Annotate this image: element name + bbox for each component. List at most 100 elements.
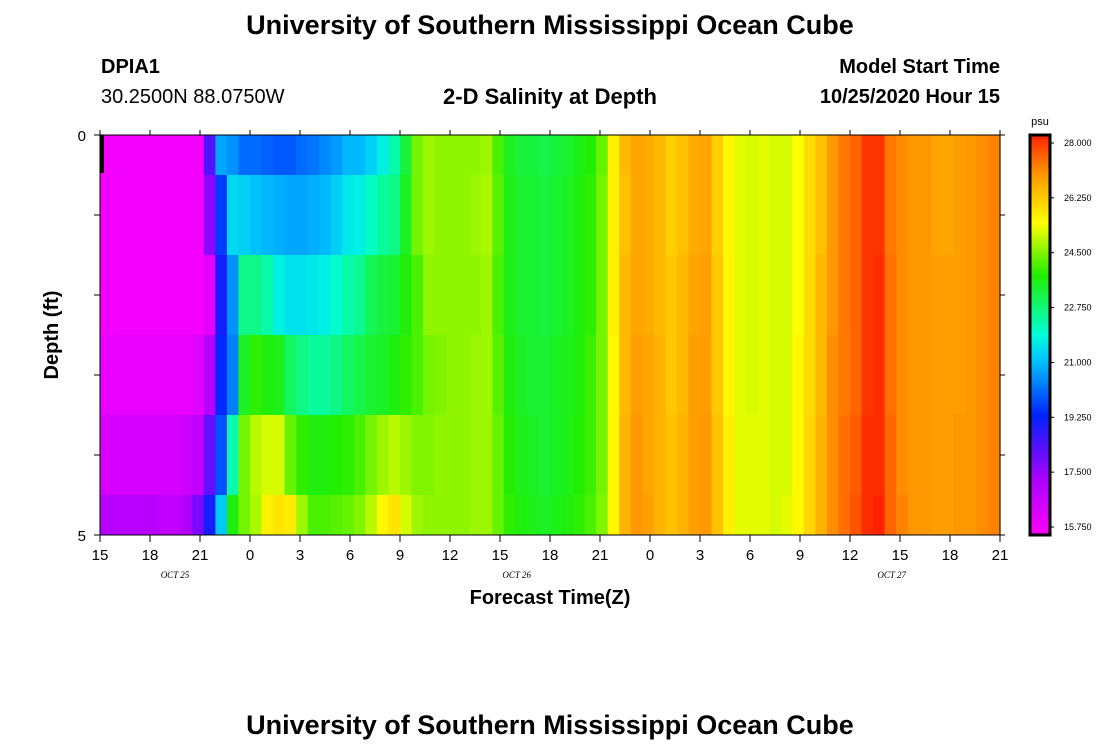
heatmap-cell: [100, 335, 113, 416]
heatmap-cell: [907, 135, 920, 176]
heatmap-cell: [653, 335, 666, 416]
heatmap-cell: [307, 335, 320, 416]
heatmap-cell: [250, 175, 263, 256]
heatmap-cell: [688, 255, 701, 336]
heatmap-cell: [365, 255, 378, 336]
heatmap-cell: [757, 255, 770, 336]
heatmap-cell: [319, 415, 332, 496]
heatmap-cell: [815, 495, 828, 536]
heatmap-cell: [515, 415, 528, 496]
heatmap-cell: [296, 135, 309, 176]
heatmap-cell: [342, 495, 355, 536]
heatmap-cell: [723, 335, 736, 416]
heatmap-cell: [319, 255, 332, 336]
x-tick-label: 0: [646, 547, 654, 564]
heatmap-cell: [573, 255, 586, 336]
heatmap-cell: [469, 255, 482, 336]
heatmap-cell: [203, 135, 216, 176]
heatmap-cell: [400, 335, 413, 416]
heatmap-cell: [226, 135, 240, 176]
heatmap-cell: [711, 415, 724, 496]
heatmap-cell: [619, 135, 632, 176]
heatmap-cell: [711, 255, 724, 336]
heatmap-cell: [676, 495, 690, 536]
heatmap-cell: [550, 335, 563, 416]
heatmap-cell: [607, 255, 620, 336]
heatmap-cell: [457, 175, 470, 256]
heatmap-cell: [838, 135, 851, 176]
heatmap-cell: [203, 255, 216, 336]
heatmap-cell: [469, 335, 482, 416]
heatmap-cell: [561, 415, 574, 496]
heatmap-cell: [134, 495, 147, 536]
heatmap-cell: [388, 495, 401, 536]
heatmap-cell: [284, 255, 297, 336]
heatmap-cell: [446, 335, 459, 416]
x-axis-label: Forecast Time(Z): [470, 587, 631, 609]
heatmap-cell: [342, 175, 355, 256]
x-tick-label: 12: [442, 547, 459, 564]
heatmap-cell: [953, 415, 966, 496]
heatmap-cell: [688, 495, 701, 536]
heatmap-cell: [780, 495, 793, 536]
heatmap-cell: [550, 255, 563, 336]
heatmap-cell: [861, 135, 874, 176]
heatmap-cell: [665, 255, 678, 336]
heatmap-cell: [434, 175, 447, 256]
heatmap-cell: [480, 335, 493, 416]
heatmap-cell: [434, 255, 447, 336]
heatmap-cell: [307, 135, 320, 176]
heatmap-cell: [584, 175, 597, 256]
heatmap-cell: [296, 335, 309, 416]
heatmap-cell: [273, 255, 286, 336]
heatmap-cell: [780, 335, 793, 416]
heatmap-cell: [550, 495, 563, 536]
heatmap-cell: [930, 175, 943, 256]
heatmap-cell: [550, 175, 563, 256]
heatmap-cell: [169, 175, 182, 256]
heatmap-cell: [180, 175, 193, 256]
heatmap-cell: [226, 335, 240, 416]
heatmap-cell: [284, 495, 297, 536]
heatmap-cell: [376, 495, 390, 536]
heatmap-cell: [861, 415, 874, 496]
heatmap-cell: [342, 415, 355, 496]
heatmap-cell: [850, 255, 863, 336]
heatmap-cell: [353, 415, 366, 496]
heatmap-cell: [284, 135, 297, 176]
heatmap-cell: [388, 135, 401, 176]
heatmap-cell: [734, 335, 747, 416]
heatmap-cell: [642, 135, 655, 176]
heatmap-cell: [353, 135, 366, 176]
heatmap-cell: [953, 175, 966, 256]
heatmap-cell: [192, 175, 205, 256]
heatmap-cell: [642, 495, 655, 536]
heatmap-cell: [653, 255, 666, 336]
heatmap-cell: [123, 335, 136, 416]
heatmap-cell: [365, 175, 378, 256]
heatmap-cell: [330, 335, 343, 416]
x-tick-label: 6: [746, 547, 754, 564]
heatmap-cell: [503, 335, 516, 416]
heatmap-cell: [100, 495, 113, 536]
heatmap-cell: [746, 335, 759, 416]
heatmap-cell: [376, 175, 390, 256]
heatmap-cell: [873, 495, 886, 536]
heatmap-cell: [342, 255, 355, 336]
heatmap-cell: [100, 175, 113, 256]
heatmap-cell: [561, 495, 574, 536]
heatmap-cell: [192, 255, 205, 336]
heatmap-cell: [400, 175, 413, 256]
heatmap-cell: [896, 255, 909, 336]
x-tick-label: 21: [192, 547, 209, 564]
heatmap-cell: [734, 135, 747, 176]
heatmap-cell: [988, 335, 1001, 416]
date-label: OCT 26: [502, 570, 531, 580]
heatmap-cell: [423, 495, 436, 536]
heatmap-cell: [446, 135, 459, 176]
heatmap-cell: [457, 335, 470, 416]
heatmap-cell: [907, 175, 920, 256]
heatmap-cell: [942, 335, 955, 416]
heatmap-cell: [250, 335, 263, 416]
heatmap-cell: [838, 335, 851, 416]
